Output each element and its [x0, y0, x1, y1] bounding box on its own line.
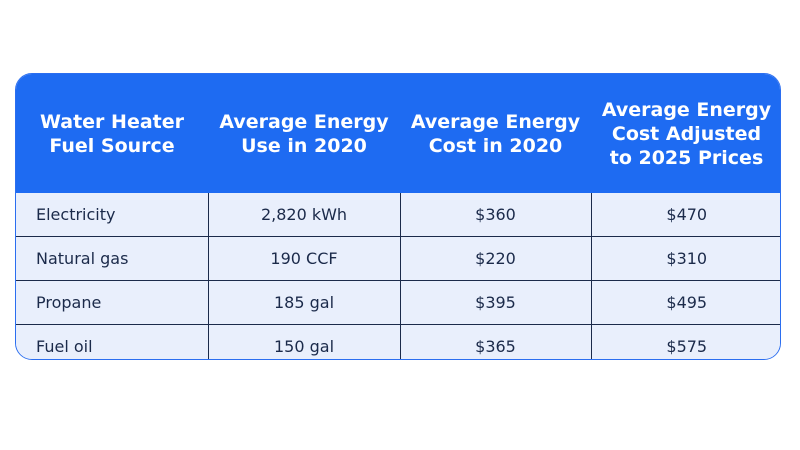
- table-row: Natural gas 190 CCF $220 $310: [16, 236, 780, 281]
- table-row: Fuel oil 150 gal $365 $575: [16, 324, 780, 359]
- table-row: Electricity 2,820 kWh $360 $470: [16, 193, 780, 237]
- energy-cost-2020-cell: $360: [399, 193, 591, 237]
- energy-cost-2025-cell: $575: [590, 324, 780, 359]
- header-energy-cost-2025: Average Energy Cost Adjusted to 2025 Pri…: [591, 74, 780, 193]
- fuel-source-cell: Propane: [16, 280, 208, 325]
- energy-cost-2020-cell: $220: [399, 236, 591, 281]
- energy-use-cell: 150 gal: [207, 324, 400, 359]
- energy-cost-2025-cell: $495: [590, 280, 780, 325]
- fuel-cost-table: Water Heater Fuel Source Average Energy …: [15, 73, 781, 360]
- energy-cost-2025-cell: $310: [590, 236, 780, 281]
- energy-use-cell: 190 CCF: [207, 236, 400, 281]
- header-row: Water Heater Fuel Source Average Energy …: [16, 74, 780, 193]
- data-table: Water Heater Fuel Source Average Energy …: [16, 74, 780, 359]
- fuel-source-cell: Electricity: [16, 193, 208, 237]
- header-energy-use-2020: Average Energy Use in 2020: [208, 74, 400, 193]
- table-row: Propane 185 gal $395 $495: [16, 280, 780, 325]
- header-energy-cost-2020: Average Energy Cost in 2020: [400, 74, 591, 193]
- energy-cost-2020-cell: $365: [399, 324, 591, 359]
- energy-cost-2025-cell: $470: [590, 193, 780, 237]
- energy-cost-2020-cell: $395: [399, 280, 591, 325]
- fuel-source-cell: Natural gas: [16, 236, 208, 281]
- header-fuel-source: Water Heater Fuel Source: [16, 74, 208, 193]
- energy-use-cell: 2,820 kWh: [207, 193, 400, 237]
- energy-use-cell: 185 gal: [207, 280, 400, 325]
- fuel-source-cell: Fuel oil: [16, 324, 208, 359]
